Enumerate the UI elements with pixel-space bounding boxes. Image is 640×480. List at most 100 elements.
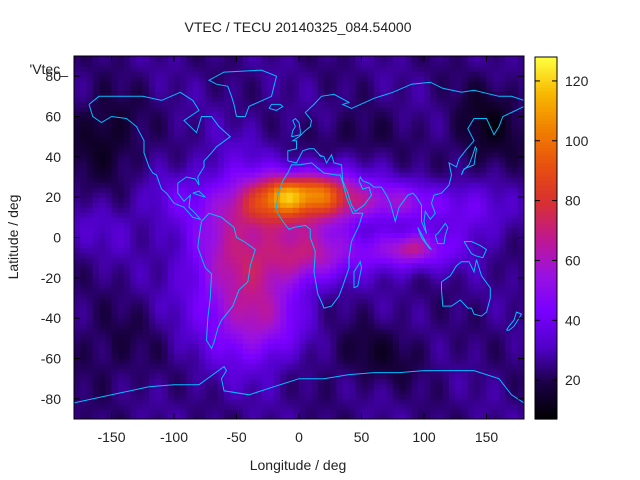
heatmap-cell: [424, 71, 431, 77]
heatmap-cell: [111, 363, 119, 370]
heatmap-cell: [499, 156, 506, 163]
heatmap-cell: [249, 81, 256, 87]
heatmap-cell: [167, 136, 175, 143]
heatmap-cell: [405, 338, 413, 344]
heatmap-cell: [367, 257, 375, 264]
heatmap-cell: [361, 126, 369, 133]
heatmap-cell: [411, 56, 419, 62]
heatmap-cell: [180, 207, 188, 213]
heatmap-cell: [324, 222, 331, 229]
heatmap-cell: [130, 343, 138, 350]
heatmap-cell: [174, 338, 181, 344]
heatmap-cell: [392, 111, 400, 118]
heatmap-cell: [249, 323, 256, 329]
heatmap-cell: [80, 303, 88, 309]
heatmap-cell: [180, 398, 188, 405]
heatmap-cell: [105, 71, 113, 77]
heatmap-cell: [305, 222, 313, 229]
heatmap-cell: [267, 323, 275, 329]
heatmap-cell: [342, 373, 350, 380]
heatmap-cell: [167, 227, 175, 234]
heatmap-cell: [361, 151, 369, 158]
heatmap-cell: [111, 212, 119, 218]
heatmap-cell: [186, 106, 194, 113]
heatmap-cell: [474, 171, 481, 178]
heatmap-cell: [355, 323, 363, 329]
heatmap-cell: [467, 91, 475, 97]
heatmap-cell: [292, 393, 300, 400]
heatmap-cell: [392, 393, 400, 400]
heatmap-cell: [192, 358, 200, 365]
heatmap-cell: [436, 141, 444, 148]
heatmap-cell: [92, 267, 100, 274]
heatmap-cell: [74, 358, 81, 365]
heatmap-cell: [436, 197, 444, 203]
heatmap-cell: [436, 373, 444, 380]
heatmap-cell: [92, 378, 100, 385]
heatmap-cell: [374, 252, 381, 259]
heatmap-cell: [417, 242, 425, 249]
heatmap-cell: [224, 56, 231, 62]
heatmap-cell: [349, 313, 356, 319]
heatmap-cell: [192, 303, 200, 309]
heatmap-cell: [342, 378, 350, 385]
heatmap-cell: [230, 171, 238, 178]
heatmap-cell: [317, 106, 325, 113]
heatmap-cell: [330, 212, 338, 218]
heatmap-cell: [124, 328, 131, 334]
heatmap-cell: [174, 242, 181, 249]
heatmap-cell: [386, 378, 394, 385]
heatmap-cell: [380, 272, 388, 279]
heatmap-cell: [330, 393, 338, 400]
heatmap-cell: [449, 187, 456, 193]
heatmap-cell: [386, 287, 394, 294]
heatmap-cell: [392, 252, 400, 259]
heatmap-cell: [305, 207, 313, 213]
heatmap-cell: [261, 408, 269, 415]
heatmap-cell: [211, 222, 219, 229]
heatmap-cell: [105, 323, 113, 329]
heatmap-cell: [155, 363, 163, 370]
heatmap-cell: [167, 222, 175, 229]
heatmap-cell: [149, 398, 156, 405]
heatmap-cell: [236, 101, 244, 108]
heatmap-cell: [474, 111, 481, 118]
heatmap-cell: [355, 318, 363, 324]
heatmap-cell: [486, 56, 494, 62]
heatmap-cell: [111, 348, 119, 355]
heatmap-cell: [367, 313, 375, 319]
heatmap-cell: [349, 126, 356, 133]
heatmap-cell: [111, 378, 119, 385]
heatmap-cell: [130, 61, 138, 67]
heatmap-cell: [130, 91, 138, 97]
heatmap-cell: [280, 358, 288, 365]
heatmap-cell: [180, 161, 188, 168]
heatmap-cell: [136, 378, 144, 385]
heatmap-cell: [317, 413, 325, 419]
heatmap-cell: [349, 338, 356, 344]
heatmap-cell: [111, 192, 119, 198]
heatmap-cell: [467, 212, 475, 218]
heatmap-cell: [86, 408, 94, 415]
heatmap-cell: [299, 298, 306, 304]
heatmap-cell: [217, 323, 225, 329]
heatmap-cell: [474, 106, 481, 113]
heatmap-cell: [367, 161, 375, 168]
heatmap-cell: [149, 353, 156, 360]
heatmap-cell: [149, 76, 156, 82]
heatmap-cell: [392, 308, 400, 314]
heatmap-cell: [224, 227, 231, 234]
heatmap-cell: [174, 287, 181, 294]
heatmap-cell: [436, 121, 444, 128]
heatmap-cell: [492, 212, 500, 218]
heatmap-cell: [74, 101, 81, 108]
heatmap-cell: [242, 197, 250, 203]
heatmap-cell: [255, 272, 263, 279]
heatmap-cell: [349, 308, 356, 314]
heatmap-cell: [224, 86, 231, 92]
heatmap-cell: [86, 247, 94, 254]
heatmap-cell: [230, 207, 238, 213]
heatmap-cell: [105, 277, 113, 284]
heatmap-cell: [486, 141, 494, 148]
heatmap-cell: [349, 242, 356, 249]
